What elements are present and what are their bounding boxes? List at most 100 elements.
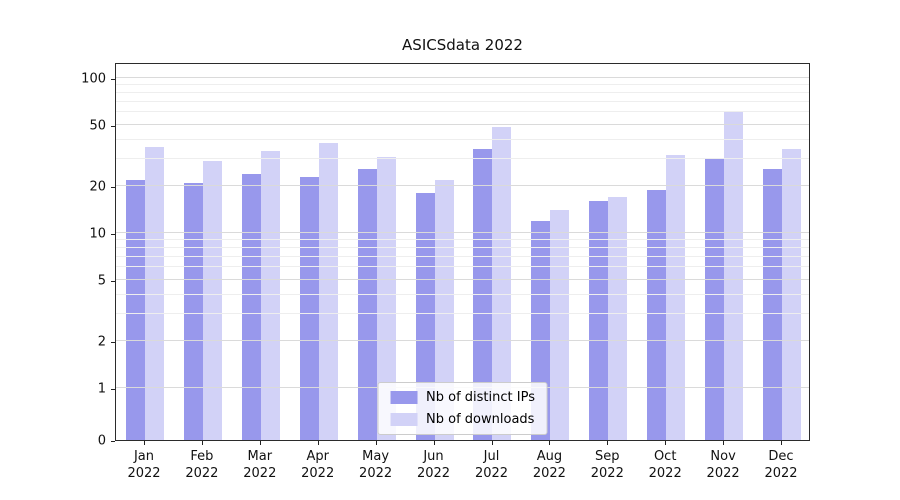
x-tick-year: 2022 (706, 465, 740, 481)
minor-gridline-60 (116, 111, 809, 113)
bar-nb-of-distinct-ips-jun (416, 193, 435, 440)
x-tick-month: Apr (306, 449, 329, 464)
x-tick-year: 2022 (590, 465, 624, 481)
x-tick-month: Jun (423, 449, 444, 464)
legend: Nb of distinct IPs Nb of downloads (377, 382, 548, 435)
minor-gridline-9 (116, 239, 809, 241)
legend-label-distinct-ips: Nb of distinct IPs (426, 390, 535, 405)
bar-nb-of-distinct-ips-nov (705, 159, 724, 440)
gridline-50 (116, 123, 809, 125)
bar-nb-of-downloads-sep (608, 197, 627, 440)
legend-row-downloads: Nb of downloads (390, 412, 535, 427)
x-tick-mark-jul (491, 441, 493, 445)
x-tick-year: 2022 (301, 465, 335, 481)
y-tick-mark-20 (111, 187, 115, 189)
x-tick-month: Jan (133, 449, 155, 464)
gridline-100 (116, 77, 809, 78)
x-tick-label-nov: Nov 2022 (707, 449, 740, 483)
x-tick-year: 2022 (416, 465, 451, 481)
y-tick-label-5: 5 (97, 273, 106, 289)
x-tick-label-aug: Aug 2022 (533, 449, 566, 483)
y-tick-label-100: 100 (81, 71, 106, 87)
minor-gridline-80 (116, 92, 809, 93)
x-tick-month: Sep (595, 449, 620, 464)
x-tick-label-apr: Apr 2022 (301, 449, 334, 483)
x-tick-year: 2022 (243, 465, 277, 481)
x-tick-label-jul: Jul 2022 (475, 449, 508, 483)
x-tick-month: Dec (768, 449, 794, 464)
bar-nb-of-distinct-ips-sep (589, 201, 608, 440)
legend-label-downloads: Nb of downloads (426, 412, 535, 427)
y-tick-label-1: 1 (97, 381, 106, 397)
y-tick-mark-0 (111, 441, 115, 442)
x-tick-mark-apr (317, 441, 319, 445)
y-tick-label-10: 10 (89, 226, 106, 242)
x-tick-label-feb: Feb 2022 (185, 449, 218, 483)
x-tick-year: 2022 (764, 465, 798, 481)
x-tick-mark-mar (259, 441, 261, 445)
bar-nb-of-downloads-oct (666, 155, 685, 440)
minor-gridline-40 (116, 138, 809, 140)
bar-nb-of-distinct-ips-feb (184, 183, 203, 440)
gridline-2 (116, 340, 809, 342)
bar-nb-of-downloads-jan (145, 147, 164, 440)
gridline-20 (116, 185, 809, 187)
x-tick-mark-may (375, 441, 377, 445)
x-tick-mark-jun (433, 441, 435, 445)
x-tick-year: 2022 (185, 465, 219, 481)
y-tick-label-0: 0 (97, 433, 106, 449)
x-tick-label-sep: Sep 2022 (591, 449, 624, 483)
bar-nb-of-distinct-ips-dec (763, 169, 782, 440)
x-tick-mark-sep (607, 441, 609, 445)
x-tick-label-jun: Jun 2022 (417, 449, 450, 483)
legend-swatch-distinct-ips (390, 391, 418, 404)
x-tick-month: May (362, 449, 390, 464)
x-tick-label-oct: Oct 2022 (649, 449, 682, 483)
y-tick-mark-5 (111, 280, 115, 282)
x-tick-mark-nov (723, 441, 725, 445)
y-tick-mark-10 (111, 234, 115, 235)
minor-gridline-8 (116, 247, 809, 248)
x-tick-month: Feb (190, 449, 214, 464)
bar-nb-of-downloads-mar (261, 151, 280, 440)
bar-nb-of-downloads-jul (492, 127, 511, 440)
x-tick-label-may: May 2022 (359, 449, 392, 483)
bar-nb-of-downloads-aug (550, 210, 569, 440)
bar-nb-of-distinct-ips-may (358, 169, 377, 440)
y-tick-mark-1 (111, 389, 115, 390)
x-tick-mark-feb (201, 441, 203, 445)
gridline-10 (116, 232, 809, 233)
chart-title: ASICSdata 2022 (402, 36, 523, 54)
bar-nb-of-distinct-ips-oct (647, 190, 666, 440)
bar-nb-of-downloads-nov (724, 112, 743, 440)
y-tick-mark-50 (111, 125, 115, 127)
minor-gridline-3 (116, 313, 809, 314)
x-tick-month: Oct (653, 449, 677, 464)
x-tick-year: 2022 (127, 465, 161, 481)
y-tick-label-50: 50 (89, 118, 106, 134)
bar-nb-of-distinct-ips-mar (242, 174, 261, 440)
x-tick-mark-jan (144, 441, 145, 445)
bar-nb-of-downloads-feb (203, 161, 222, 440)
x-tick-mark-oct (665, 441, 667, 445)
gridline-5 (116, 278, 809, 280)
x-tick-label-mar: Mar 2022 (243, 449, 276, 483)
y-tick-mark-2 (111, 342, 115, 344)
y-tick-label-20: 20 (89, 179, 106, 195)
minor-gridline-7 (116, 256, 809, 257)
bar-nb-of-downloads-apr (319, 143, 338, 440)
y-tick-mark-100 (111, 79, 115, 80)
bar-nb-of-downloads-may (377, 157, 396, 440)
x-tick-month: Mar (247, 449, 273, 464)
minor-gridline-4 (116, 293, 809, 295)
x-tick-label-jan: Jan 2022 (127, 449, 160, 483)
x-tick-year: 2022 (532, 465, 566, 481)
x-tick-mark-aug (549, 441, 551, 445)
x-tick-month: Nov (710, 449, 736, 464)
x-tick-mark-dec (781, 441, 782, 445)
y-tick-label-2: 2 (97, 334, 106, 350)
plot-area: Nb of distinct IPs Nb of downloads (115, 63, 810, 441)
bar-nb-of-distinct-ips-apr (300, 177, 319, 440)
minor-gridline-6 (116, 266, 809, 268)
